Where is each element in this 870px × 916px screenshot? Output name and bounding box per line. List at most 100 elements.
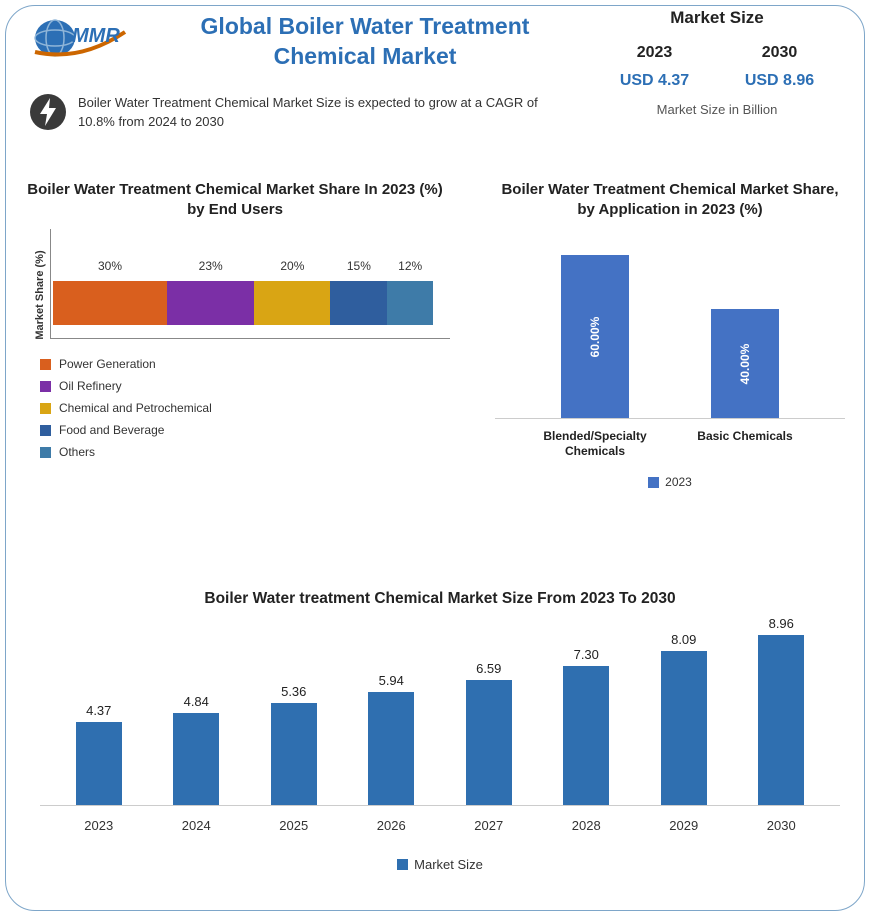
chart3-legend-swatch <box>397 859 408 870</box>
chart3-bar-wrap-5: 7.30 <box>546 647 626 805</box>
chart3-bar-value-4: 6.59 <box>476 661 501 676</box>
mmr-logo: MMR <box>30 12 130 64</box>
chart2-bar-label-0: 60.00% <box>588 316 602 357</box>
chart1-legend-swatch-4 <box>40 447 51 458</box>
chart3-xlabel-5: 2028 <box>546 818 626 833</box>
subtitle-row: Boiler Water Treatment Chemical Market S… <box>28 92 588 132</box>
market-size-panel: Market Size 2023 USD 4.37 2030 USD 8.96 … <box>592 8 842 117</box>
chart3-bar-5 <box>563 666 609 805</box>
chart1-yaxis-label: Market Share (%) <box>34 235 46 355</box>
chart3-bar-0 <box>76 722 122 805</box>
end-users-chart: Boiler Water Treatment Chemical Market S… <box>20 180 450 467</box>
chart3-bar-value-0: 4.37 <box>86 703 111 718</box>
chart1-segment-0: 30% <box>53 281 167 325</box>
chart1-plot: 30%23%20%15%12% <box>50 229 450 339</box>
main-title: Global Boiler Water Treatment Chemical M… <box>150 12 580 72</box>
chart3-bar-6 <box>661 651 707 805</box>
chart2-legend-label: 2023 <box>665 475 692 489</box>
chart3-bar-wrap-2: 5.36 <box>254 684 334 805</box>
chart3-bar-4 <box>466 680 512 805</box>
chart2-bar-1: 40.00% <box>711 309 779 418</box>
chart3-title: Boiler Water treatment Chemical Market S… <box>40 590 840 608</box>
chart2-bar-wrap-1: 40.00% <box>690 309 800 418</box>
market-size-col-2030: 2030 USD 8.96 <box>717 44 842 90</box>
chart3-bar-value-3: 5.94 <box>379 673 404 688</box>
chart1-legend-label-3: Food and Beverage <box>59 423 164 437</box>
chart3-bar-value-7: 8.96 <box>769 616 794 631</box>
application-chart: Boiler Water Treatment Chemical Market S… <box>495 180 845 489</box>
ms-value-0: USD 4.37 <box>592 72 717 90</box>
market-size-unit: Market Size in Billion <box>592 102 842 117</box>
chart3-bar-value-6: 8.09 <box>671 632 696 647</box>
chart1-legend: Power Generation Oil Refinery Chemical and… <box>40 357 450 459</box>
chart1-segment-label-0: 30% <box>98 259 122 273</box>
chart2-bar-0: 60.00% <box>561 255 629 418</box>
chart1-legend-swatch-1 <box>40 381 51 392</box>
chart2-plot: 60.00% 40.00% <box>495 229 845 419</box>
chart3-bar-wrap-6: 8.09 <box>644 632 724 805</box>
subtitle-text: Boiler Water Treatment Chemical Market S… <box>78 92 558 132</box>
chart3-bar-wrap-3: 5.94 <box>351 673 431 805</box>
ms-year-1: 2030 <box>717 44 842 62</box>
chart1-legend-item-3: Food and Beverage <box>40 423 450 437</box>
chart3-bar-value-2: 5.36 <box>281 684 306 699</box>
chart1-stacked-bar: 30%23%20%15%12% <box>53 281 433 325</box>
chart3-bar-2 <box>271 703 317 805</box>
chart3-bar-1 <box>173 713 219 805</box>
chart2-xlabel-1: Basic Chemicals <box>690 429 800 459</box>
lightning-bolt-icon <box>28 92 68 132</box>
svg-text:MMR: MMR <box>72 25 120 47</box>
chart3-xlabel-7: 2030 <box>741 818 821 833</box>
chart3-bar-value-1: 4.84 <box>184 694 209 709</box>
chart1-segment-3: 15% <box>330 281 387 325</box>
chart1-legend-swatch-0 <box>40 359 51 370</box>
chart2-legend-swatch <box>648 477 659 488</box>
market-size-heading: Market Size <box>592 8 842 28</box>
chart1-segment-4: 12% <box>387 281 433 325</box>
chart3-bar-7 <box>758 635 804 805</box>
chart3-bar-wrap-7: 8.96 <box>741 616 821 805</box>
chart1-segment-1: 23% <box>167 281 254 325</box>
chart3-xlabel-1: 2024 <box>156 818 236 833</box>
chart3-bar-wrap-4: 6.59 <box>449 661 529 805</box>
chart3-legend: Market Size <box>40 857 840 872</box>
chart3-xlabel-0: 2023 <box>59 818 139 833</box>
chart3-bar-value-5: 7.30 <box>574 647 599 662</box>
chart3-bar-3 <box>368 692 414 805</box>
chart1-legend-item-0: Power Generation <box>40 357 450 371</box>
chart3-xlabel-2: 2025 <box>254 818 334 833</box>
chart3-xlabel-3: 2026 <box>351 818 431 833</box>
chart3-xlabel-6: 2029 <box>644 818 724 833</box>
chart1-legend-swatch-2 <box>40 403 51 414</box>
market-size-col-2023: 2023 USD 4.37 <box>592 44 717 90</box>
chart2-xlabel-0: Blended/Specialty Chemicals <box>540 429 650 459</box>
chart1-segment-label-4: 12% <box>398 259 422 273</box>
chart2-bar-label-1: 40.00% <box>738 343 752 384</box>
chart1-legend-swatch-3 <box>40 425 51 436</box>
chart3-bar-wrap-0: 4.37 <box>59 703 139 805</box>
chart1-legend-label-2: Chemical and Petrochemical <box>59 401 212 415</box>
chart3-xlabel-4: 2027 <box>449 818 529 833</box>
chart2-xlabels: Blended/Specialty Chemicals Basic Chemica… <box>495 429 845 459</box>
chart1-yaxis: Market Share (%) <box>20 229 50 339</box>
chart1-segment-2: 20% <box>254 281 330 325</box>
chart2-legend: 2023 <box>495 475 845 489</box>
chart3-plot: 4.37 4.84 5.36 5.94 6.59 7.30 8.09 8.96 <box>40 616 840 806</box>
chart1-legend-label-4: Others <box>59 445 95 459</box>
chart2-title: Boiler Water Treatment Chemical Market S… <box>495 180 845 219</box>
chart3-legend-label: Market Size <box>414 857 483 872</box>
ms-year-0: 2023 <box>592 44 717 62</box>
chart1-legend-label-0: Power Generation <box>59 357 156 371</box>
chart1-legend-item-1: Oil Refinery <box>40 379 450 393</box>
chart1-legend-item-4: Others <box>40 445 450 459</box>
chart1-legend-item-2: Chemical and Petrochemical <box>40 401 450 415</box>
chart1-segment-label-2: 20% <box>280 259 304 273</box>
ms-value-1: USD 8.96 <box>717 72 842 90</box>
chart1-legend-label-1: Oil Refinery <box>59 379 122 393</box>
market-size-columns: 2023 USD 4.37 2030 USD 8.96 <box>592 44 842 90</box>
chart1-title: Boiler Water Treatment Chemical Market S… <box>20 180 450 219</box>
chart3-xlabels: 2023 2024 2025 2026 2027 2028 2029 2030 <box>40 818 840 833</box>
forecast-chart: Boiler Water treatment Chemical Market S… <box>40 590 840 872</box>
chart2-bar-wrap-0: 60.00% <box>540 255 650 418</box>
chart1-segment-label-3: 15% <box>347 259 371 273</box>
